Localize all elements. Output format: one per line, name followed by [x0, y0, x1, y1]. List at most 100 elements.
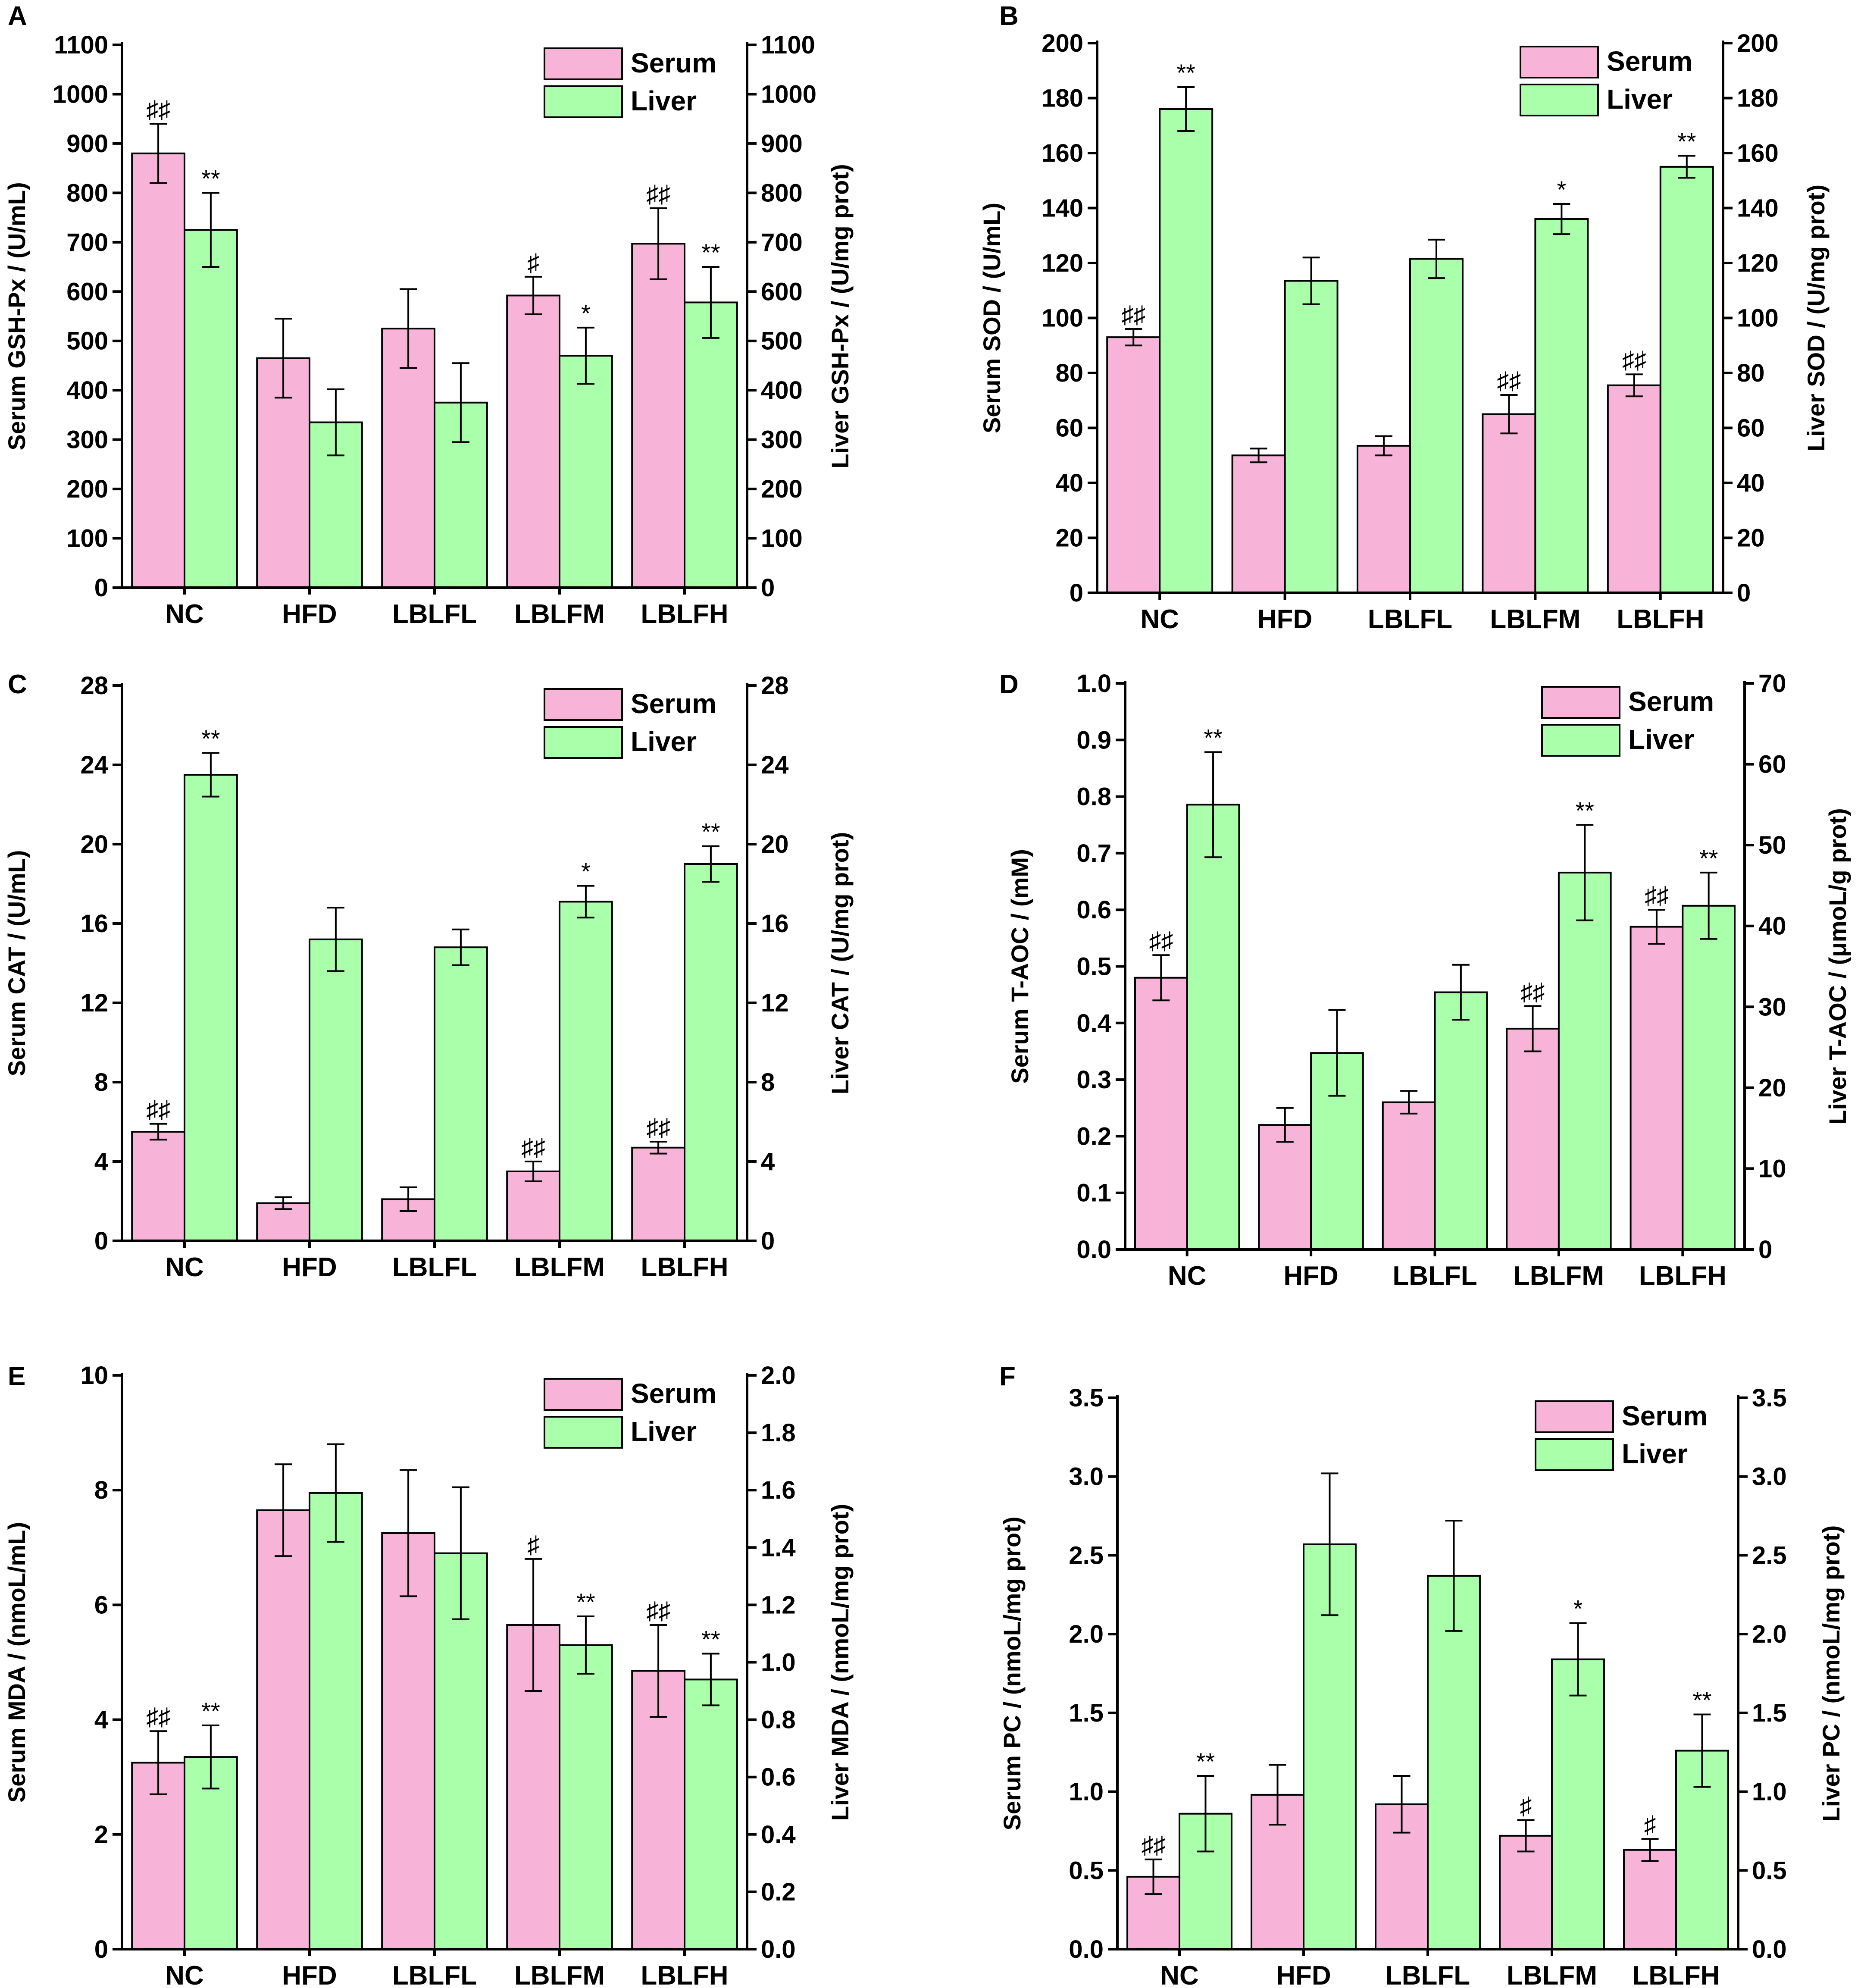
significance-mark: * [1557, 176, 1566, 203]
right-tick-label: 900 [761, 130, 803, 158]
left-axis-title: Serum GSH-Px / (U/mL) [3, 182, 30, 450]
legend-serum-label: Serum [1607, 46, 1692, 77]
left-tick-label: 20 [80, 830, 108, 858]
left-tick-label: 0.5 [1069, 1857, 1104, 1885]
significance-mark: ♯ [527, 249, 539, 276]
legend-liver-label: Liver [631, 1416, 697, 1447]
liver-bar-lblfh [684, 863, 738, 1242]
legend-liver-swatch [1541, 724, 1620, 757]
liver-errorbar-lblfl [1427, 238, 1445, 279]
category-label: NC [165, 599, 204, 629]
liver-errorbar-lblfl [1452, 964, 1470, 1021]
left-tick-label: 12 [80, 989, 108, 1017]
left-axis-title: Serum T-AOC / (mM) [1006, 849, 1033, 1083]
right-tick-label: 1000 [761, 80, 816, 108]
liver-bar-hfd [309, 938, 363, 1242]
serum-bar-hfd [256, 1509, 311, 1950]
liver-errorbar-lblfl [1445, 1520, 1463, 1632]
liver-errorbar-lblfh [702, 1653, 719, 1706]
right-tick-label: 200 [761, 475, 803, 503]
category-label: LBLFM [1490, 604, 1580, 634]
liver-bar-lblfh [1659, 166, 1714, 594]
right-tick-label: 28 [761, 672, 789, 700]
category-label: HFD [282, 1961, 337, 1988]
liver-errorbar-hfd [1321, 1472, 1339, 1616]
category-label: LBLFH [641, 599, 728, 629]
category-label: HFD [282, 599, 337, 629]
serum-bar-lblfh [1630, 926, 1684, 1251]
left-axis-title: Serum MDA / (nmoL/mL) [3, 1522, 30, 1803]
category-label: HFD [282, 1252, 337, 1282]
left-tick-label: 0.5 [1076, 953, 1111, 981]
legend-liver-swatch [1535, 1438, 1614, 1471]
liver-bar-lblfl [1427, 1575, 1481, 1950]
liver-errorbar-lblfh [1693, 1713, 1711, 1788]
serum-errorbar-nc [150, 1730, 167, 1795]
significance-mark: ♯♯ [521, 1133, 545, 1161]
significance-mark: ♯♯ [1149, 927, 1173, 954]
liver-errorbar-lblfh [702, 845, 719, 883]
significance-mark: ♯♯ [1121, 301, 1145, 328]
serum-bar-lblfm [1482, 413, 1536, 594]
left-tick-label: 700 [66, 229, 108, 257]
liver-bar-hfd [309, 1492, 363, 1950]
significance-mark: ** [1699, 845, 1718, 872]
left-tick-label: 1100 [54, 31, 108, 59]
left-tick-label: 0.1 [1076, 1179, 1111, 1207]
legend-serum-swatch [544, 688, 623, 721]
right-tick-label: 2.0 [761, 1362, 796, 1390]
category-label: LBLFH [1639, 1261, 1727, 1291]
panel-letter: D [999, 670, 1019, 699]
category-label: LBLFL [1392, 1261, 1477, 1291]
left-axis-title: Serum SOD / (U/mL) [978, 203, 1005, 433]
left-tick-label: 0.3 [1076, 1066, 1111, 1094]
right-tick-label: 20 [1758, 1074, 1786, 1102]
serum-bar-lblfm [1506, 1027, 1560, 1250]
legend-liver-label: Liver [1607, 84, 1673, 115]
liver-bar-lblfm [1534, 218, 1589, 594]
serum-errorbar-lblfl [400, 1469, 417, 1597]
legend-serum-swatch [544, 47, 623, 80]
legend-liver-swatch [544, 85, 623, 118]
right-tick-label: 1.5 [1752, 1699, 1787, 1727]
liver-bar-lblfm [559, 355, 613, 589]
category-label: LBLFM [514, 599, 605, 629]
serum-errorbar-lblfm [525, 1161, 542, 1182]
left-tick-label: 2 [94, 1821, 108, 1849]
right-tick-label: 50 [1758, 831, 1786, 859]
right-tick-label: 60 [1737, 414, 1765, 442]
liver-errorbar-hfd [1302, 257, 1320, 305]
significance-mark: ** [1204, 724, 1223, 751]
right-tick-label: 140 [1737, 194, 1779, 222]
significance-mark: ♯♯ [646, 1114, 670, 1141]
significance-mark: ♯♯ [146, 1096, 170, 1123]
liver-errorbar-lblfm [577, 885, 594, 919]
left-tick-label: 3.0 [1069, 1463, 1104, 1491]
right-tick-label: 0 [761, 574, 775, 602]
right-tick-label: 100 [1737, 304, 1779, 332]
right-tick-label: 60 [1758, 751, 1786, 779]
right-tick-label: 0.2 [761, 1878, 796, 1906]
left-tick-label: 0.7 [1076, 839, 1111, 867]
serum-bar-lblfh [631, 243, 685, 589]
significance-mark: ♯♯ [646, 180, 670, 207]
left-tick-label: 0.4 [1076, 1009, 1111, 1037]
significance-mark: ♯ [1644, 1811, 1656, 1838]
liver-errorbar-nc [202, 752, 219, 798]
legend-liver-label: Liver [1628, 724, 1694, 755]
right-tick-label: 1.0 [761, 1649, 796, 1677]
serum-errorbar-nc [1125, 328, 1142, 347]
right-tick-label: 30 [1758, 993, 1786, 1021]
serum-errorbar-lblfm [1524, 1005, 1542, 1052]
right-tick-label: 0 [761, 1227, 775, 1255]
left-tick-label: 20 [1055, 524, 1083, 552]
category-label: LBLFL [392, 1961, 477, 1988]
left-tick-label: 0.0 [1076, 1236, 1111, 1264]
left-tick-label: 2.0 [1069, 1620, 1104, 1648]
significance-mark: ** [701, 239, 720, 266]
serum-errorbar-hfd [1276, 1107, 1294, 1143]
panel-letter: B [999, 1, 1019, 31]
right-tick-label: 3.0 [1752, 1463, 1787, 1491]
serum-errorbar-lblfl [400, 1186, 417, 1212]
liver-bar-lblfm [1551, 1658, 1605, 1950]
